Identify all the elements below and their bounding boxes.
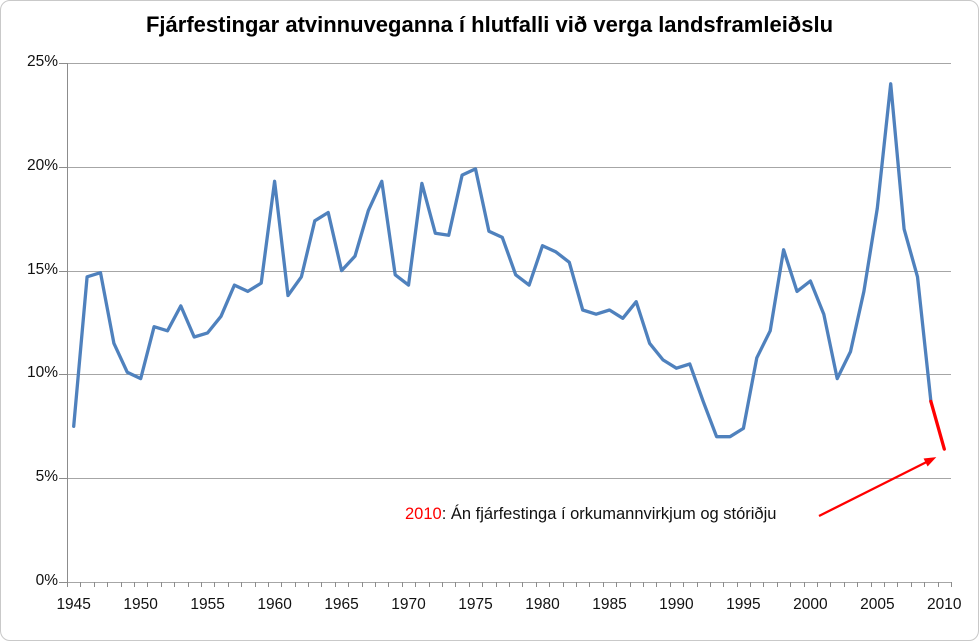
x-axis-label: 1945 [56,596,91,613]
x-axis-label: 1980 [525,596,560,613]
x-axis-label: 1960 [257,596,292,613]
y-axis-label: 5% [35,468,58,486]
x-axis-label: 1995 [726,596,761,613]
y-axis-label: 0% [35,572,58,589]
x-axis-label: 1950 [123,596,158,613]
x-axis-label: 2010 [927,596,962,613]
y-axis-label: 15% [26,260,58,278]
chart-title: Fjárfestingar atvinnuveganna í hlutfalli… [145,12,834,37]
x-axis-label: 1975 [458,596,493,613]
annotation-arrow-line [818,459,931,518]
y-axis-label: 20% [26,156,58,174]
annotation-arrowhead [923,457,937,467]
x-axis-label: 1955 [190,596,225,613]
x-axis-label: 1990 [659,596,694,613]
x-axis-label: 1965 [324,596,359,613]
x-axis-label: 1970 [391,596,426,613]
annotation-text: Án fjárfestinga í orkumannvirkjum og stó… [450,505,777,523]
x-axis-label: 1985 [592,596,627,613]
x-axis-label: 2000 [793,596,828,613]
annotation-2010: 2010: Án fjárfestinga í orkumannvirkjum … [405,505,776,524]
series-line-main [72,82,933,439]
y-axis-label: 10% [26,364,58,382]
annotation-year: 2010 [405,505,442,523]
y-axis-label: 25% [26,53,58,70]
series-line-2010-excluded [929,399,946,451]
x-axis-label: 2005 [860,596,895,613]
annotation-separator: : [441,505,451,523]
